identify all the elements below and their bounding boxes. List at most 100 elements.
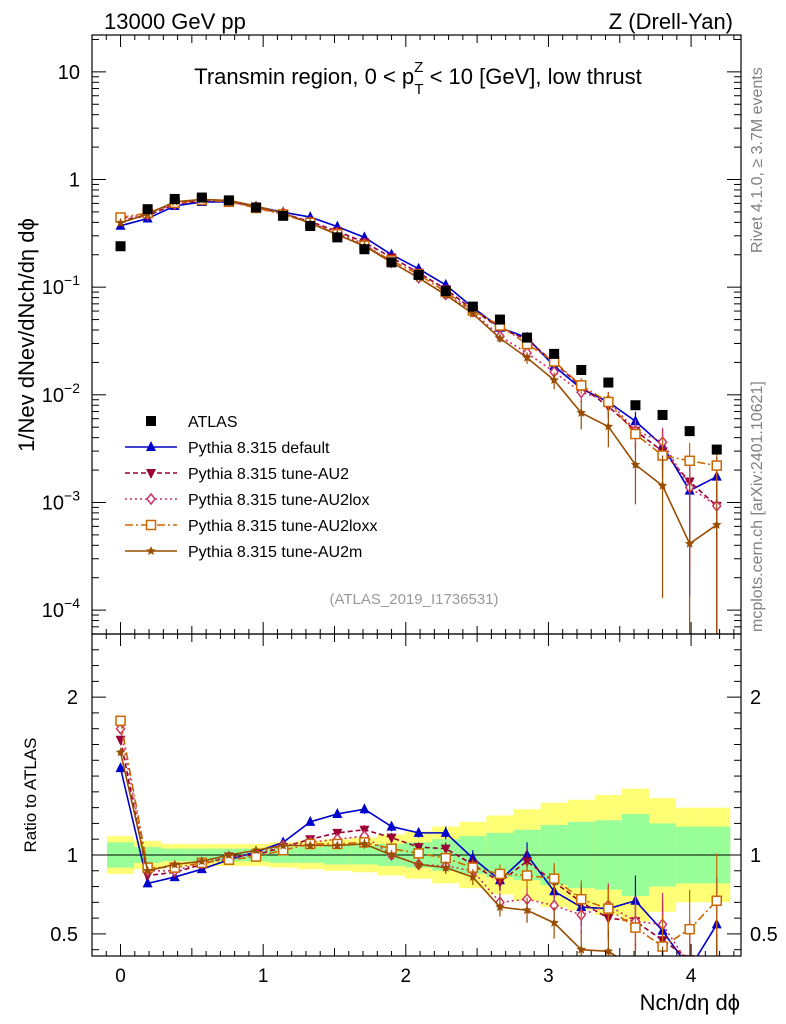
point	[575, 893, 587, 905]
atlas-point	[223, 195, 234, 206]
legend-marker	[146, 469, 156, 479]
point	[305, 815, 316, 826]
ratio-y-tick-label-left: 0.5	[50, 924, 78, 946]
analysis-id: (ATLAS_2019_I1736531)	[329, 591, 498, 608]
point	[631, 964, 641, 973]
main-line-pythia-8-315-default	[115, 195, 722, 596]
point	[548, 873, 560, 884]
point	[386, 850, 397, 859]
point	[115, 762, 126, 773]
ratio-y-tick-label-left: 2	[67, 687, 78, 709]
atlas-point	[251, 202, 262, 213]
chart-title-suffix: < 10 [GeV], low thrust	[423, 64, 641, 89]
ratio-y-tick-label-right: 0.5	[750, 924, 778, 946]
series-path	[120, 199, 718, 507]
chart-title: Transmin region, 0 < pZ T < 10 [GeV], low…	[194, 59, 642, 98]
point	[224, 850, 234, 859]
main-line-pythia-8-315-tune-au2m	[115, 194, 722, 634]
point	[630, 922, 641, 933]
ratio-line-pythia-8-315-tune-au2m	[115, 747, 722, 985]
point	[115, 747, 126, 757]
header-right: Z (Drell-Yan)	[609, 9, 733, 34]
rivet-label: Rivet 4.1.0, ≥ 3.7M events	[749, 67, 766, 253]
point	[305, 840, 315, 850]
point	[522, 352, 532, 362]
legend-entry-pythia-8-315-tune-au2: Pythia 8.315 tune-AU2	[125, 466, 349, 483]
ticks: 0 1 2 3 4 10 1 10−1 10−2 10−3 10−4 2 2 1 1 0.5 0.5	[42, 35, 778, 987]
atlas-point	[522, 332, 533, 343]
point	[711, 895, 723, 907]
point	[332, 840, 343, 850]
point	[440, 844, 451, 855]
point	[658, 973, 668, 982]
point	[522, 857, 533, 868]
atlas-point	[576, 365, 587, 376]
atlas-point	[413, 269, 424, 280]
point	[115, 715, 126, 727]
legend-label: Pythia 8.315 tune-AU2lox	[188, 492, 369, 509]
legend: ATLAS Pythia 8.315 default Pythia 8.315 tu…	[125, 414, 377, 561]
point	[712, 519, 722, 529]
atlas-point	[603, 377, 614, 388]
point	[115, 217, 126, 227]
legend-entry-atlas: ATLAS	[146, 414, 238, 431]
ratio-y-axis-label: Ratio to ATLAS	[21, 738, 40, 853]
point	[250, 851, 262, 862]
point	[575, 380, 587, 391]
point	[713, 960, 721, 970]
atlas-point	[467, 301, 478, 312]
atlas-point	[278, 210, 289, 221]
point	[712, 976, 722, 985]
ratio-y-tick-label-left: 1	[67, 845, 78, 867]
main-series	[115, 192, 723, 634]
x-tick-label: 0	[115, 966, 126, 987]
point	[441, 862, 451, 872]
atlas-point	[549, 348, 560, 359]
point	[603, 396, 614, 408]
legend-label: ATLAS	[188, 414, 238, 431]
point	[603, 903, 614, 914]
point	[630, 459, 641, 469]
atlas-point	[494, 314, 505, 325]
series-path	[120, 199, 718, 507]
point	[712, 961, 722, 971]
point	[332, 807, 343, 818]
atlas-point	[196, 192, 207, 203]
point	[576, 944, 586, 954]
axes-frames	[91, 34, 742, 957]
atlas-point	[711, 444, 722, 455]
point	[197, 856, 207, 866]
atlas-point	[169, 193, 180, 204]
point	[549, 917, 559, 927]
legend-marker	[146, 546, 156, 555]
legend-label: Pythia 8.315 tune-AU2	[188, 466, 349, 483]
point	[684, 923, 695, 935]
legend-entry-pythia-8-315-tune-au2m: Pythia 8.315 tune-AU2m	[125, 544, 362, 561]
y-tick-label: 10	[58, 62, 80, 84]
point	[576, 407, 586, 417]
point	[386, 820, 397, 831]
legend-marker	[146, 416, 156, 426]
point	[521, 870, 533, 881]
y-tick-label: 10−3	[42, 487, 80, 514]
atlas-point	[142, 204, 153, 215]
atlas-point	[332, 232, 343, 243]
point	[413, 843, 424, 854]
legend-entry-pythia-8-315-tune-au2lox: Pythia 8.315 tune-AU2lox	[125, 492, 369, 509]
point	[278, 840, 288, 850]
point	[142, 865, 153, 875]
legend-marker	[146, 441, 156, 451]
atlas-point	[386, 257, 397, 268]
legend-label: Pythia 8.315 default	[188, 440, 330, 457]
point	[494, 868, 506, 880]
chart-title-prefix: Transmin region, 0 < p	[194, 64, 414, 89]
main-line-pythia-8-315-tune-au2lox	[115, 193, 722, 634]
point	[115, 722, 126, 735]
point	[711, 460, 723, 471]
ratio-y-tick-label-right: 2	[750, 687, 761, 709]
atlas-point	[305, 220, 316, 231]
legend-entry-pythia-8-315-default: Pythia 8.315 default	[125, 440, 330, 457]
ratio-frame	[91, 633, 742, 957]
y-tick-label: 10−4	[42, 595, 80, 622]
